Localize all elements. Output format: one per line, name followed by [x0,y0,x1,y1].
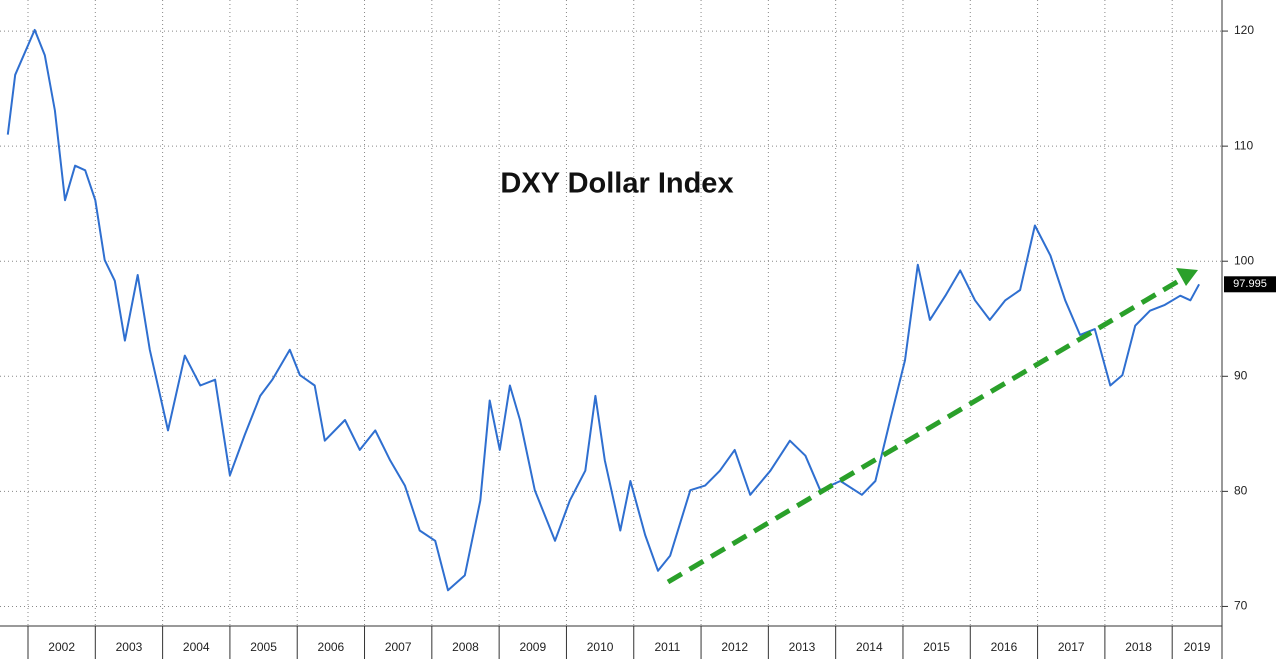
last-value-label: 97.995 [1233,278,1267,290]
x-tick-label: 2013 [789,640,816,654]
y-tick-label: 100 [1234,253,1254,267]
y-tick-label: 90 [1234,368,1248,382]
x-tick-label: 2007 [385,640,412,654]
x-tick-label: 2002 [48,640,75,654]
series-line [6,28,1200,592]
x-tick-label: 2019 [1184,640,1211,654]
trend-arrow-head [1176,268,1198,286]
x-tick-label: 2006 [318,640,345,654]
x-tick-label: 2012 [721,640,748,654]
y-tick-label: 70 [1234,599,1248,613]
plot [6,28,1200,592]
x-tick-label: 2015 [923,640,950,654]
x-tick-label: 2009 [519,640,546,654]
x-tick-label: 2014 [856,640,883,654]
chart-title: DXY Dollar Index [500,168,733,200]
y-tick-label: 80 [1234,484,1248,498]
x-tick-label: 2017 [1058,640,1085,654]
x-tick-label: 2016 [991,640,1018,654]
grid [0,0,1222,626]
x-tick-label: 2004 [183,640,210,654]
x-tick-label: 2018 [1125,640,1152,654]
x-tick-label: 2005 [250,640,277,654]
x-tick-label: 2010 [587,640,614,654]
y-tick-label: 120 [1234,23,1254,37]
last-value-box [1224,276,1276,293]
x-tick-label: 2008 [452,640,479,654]
y-tick-label: 110 [1234,138,1253,152]
x-tick-label: 2003 [116,640,143,654]
x-tick-label: 2011 [654,640,680,654]
